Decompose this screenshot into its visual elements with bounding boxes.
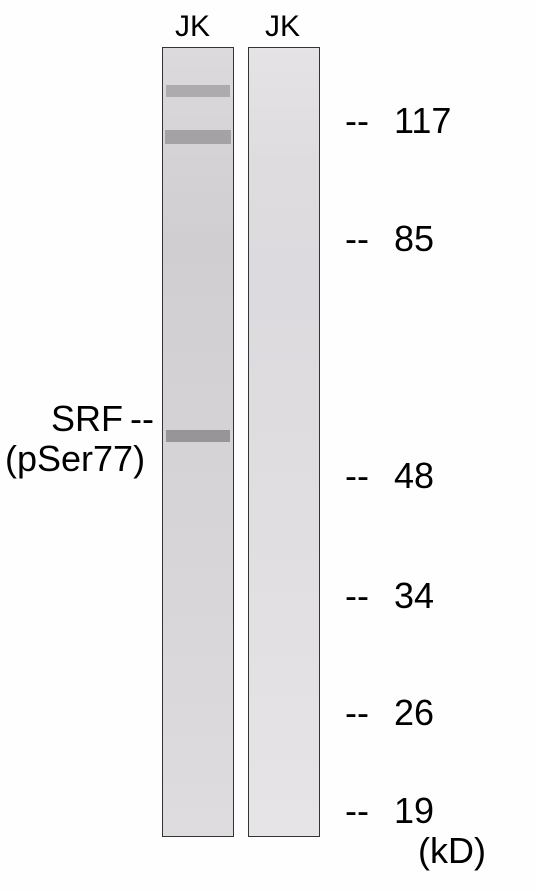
lane1-label: JK <box>175 10 210 44</box>
protein-label-line2: (pSer77) <box>5 438 145 480</box>
lane2-label: JK <box>265 10 300 44</box>
protein-tick: -- <box>130 398 154 440</box>
lane1-border <box>162 47 234 837</box>
marker-34: 34 <box>394 575 434 617</box>
marker-tick-85: -- <box>345 218 369 260</box>
marker-tick-48: -- <box>345 455 369 497</box>
marker-19: 19 <box>394 790 434 832</box>
lane1-band-3 <box>166 430 230 442</box>
marker-tick-19: -- <box>345 790 369 832</box>
marker-85: 85 <box>394 218 434 260</box>
marker-tick-34: -- <box>345 575 369 617</box>
marker-tick-117: -- <box>345 100 369 142</box>
protein-label-line1: SRF <box>51 398 123 440</box>
lane1-band-1 <box>166 85 230 97</box>
marker-tick-26: -- <box>345 692 369 734</box>
lane1-band-2 <box>165 130 231 144</box>
lane2-border <box>248 47 320 837</box>
marker-48: 48 <box>394 455 434 497</box>
marker-26: 26 <box>394 692 434 734</box>
marker-117: 117 <box>394 100 451 142</box>
western-blot-figure: JK JK -- 117 -- 85 -- 48 -- 34 -- 26 -- … <box>0 0 535 892</box>
unit-label: (kD) <box>418 830 486 872</box>
